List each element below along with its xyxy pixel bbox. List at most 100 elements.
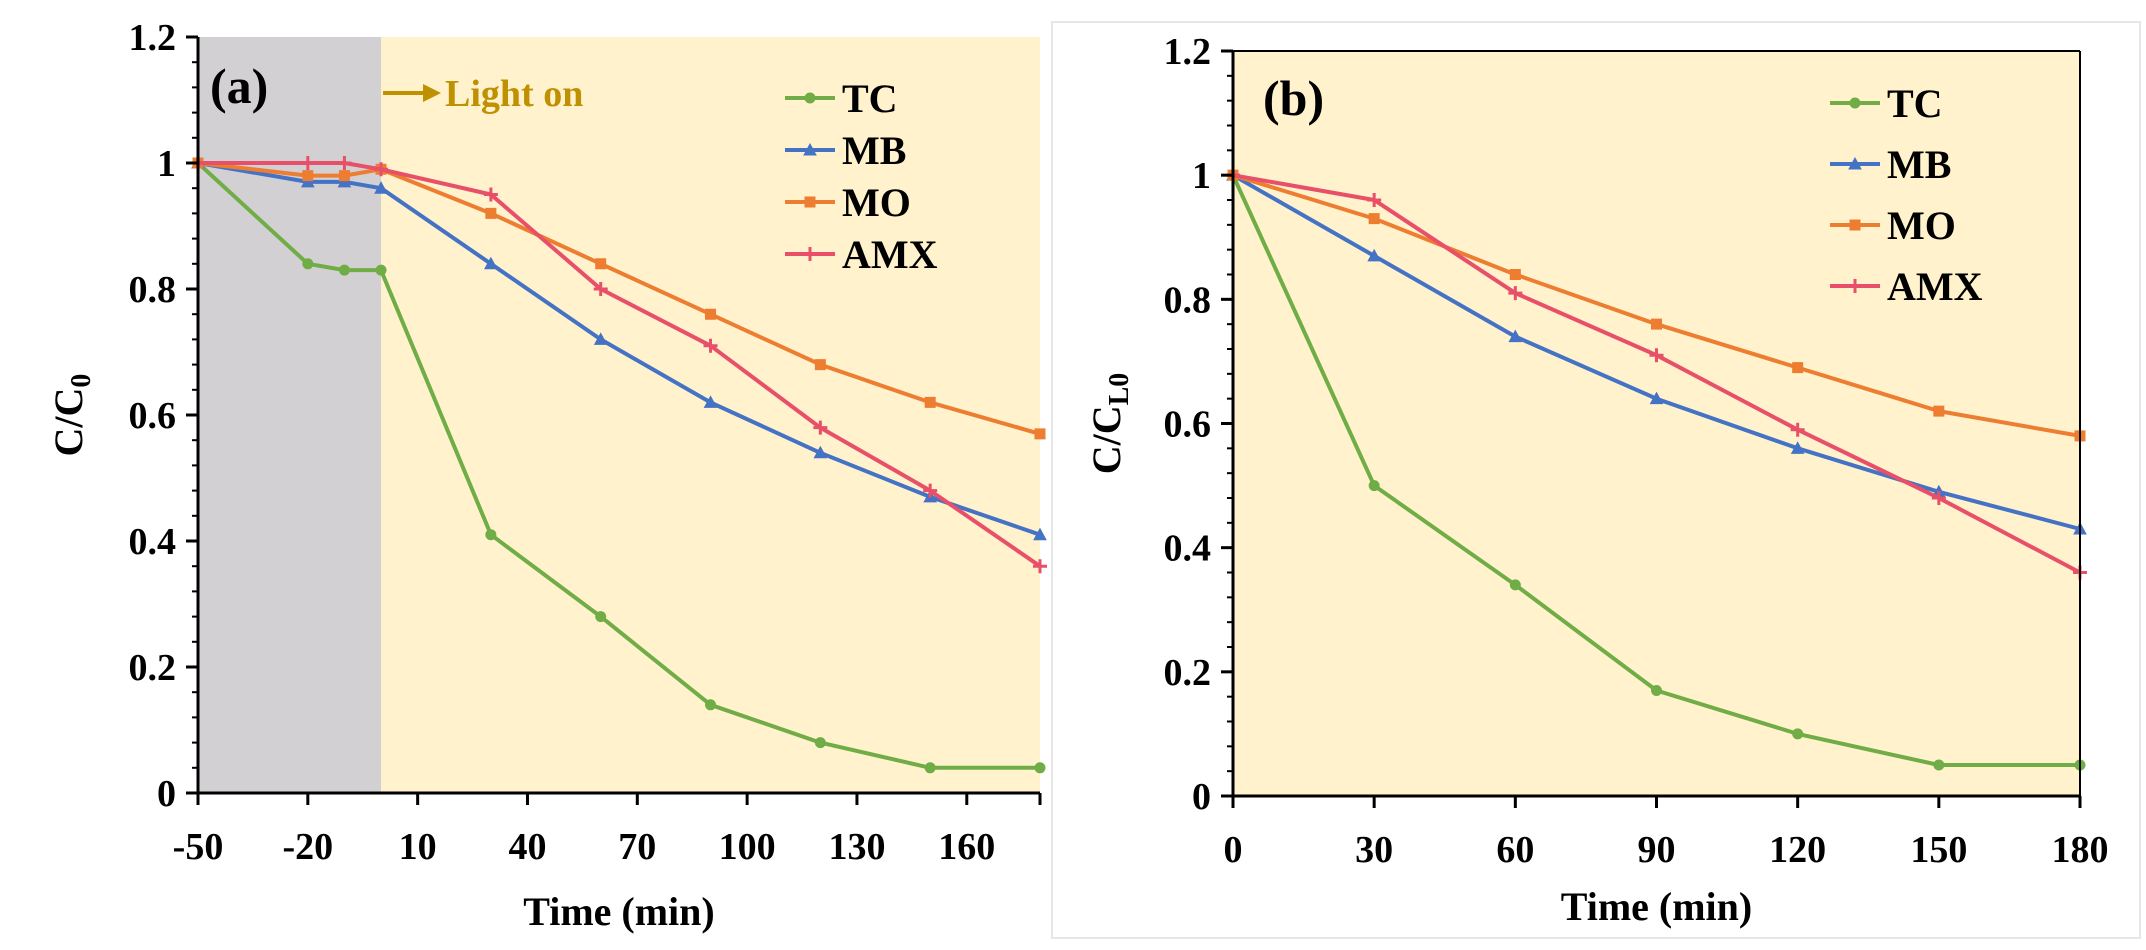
- series-layer-a: [191, 155, 1047, 774]
- x-tick-label: 0: [1224, 829, 1243, 871]
- data-point-mo: [595, 258, 607, 270]
- data-point-mo: [1933, 405, 1945, 417]
- data-point-amx: [1033, 559, 1047, 574]
- x-tick-label: 160: [938, 826, 995, 868]
- series-line-mb: [197, 161, 1041, 537]
- data-point-amx: [1508, 286, 1523, 301]
- legend-b: TC MB MO AMX: [1830, 81, 1983, 309]
- x-tick-label: 120: [1769, 829, 1826, 871]
- data-point-tc: [814, 737, 826, 749]
- x-tick-label: 100: [719, 826, 776, 868]
- data-point-mb: [300, 174, 315, 188]
- y-axis-title-b: C/CL0: [1084, 373, 1135, 475]
- legend-label-mo: MO: [842, 180, 911, 225]
- data-point-amx: [374, 162, 389, 177]
- x-axis-title-b: Time (min): [1561, 884, 1752, 929]
- data-point-mb: [374, 181, 388, 194]
- x-tick-label: 60: [1496, 829, 1534, 871]
- data-point-amx: [593, 282, 608, 296]
- data-point-amx: [337, 156, 352, 170]
- data-point-amx: [923, 483, 938, 498]
- data-point-amx: [813, 420, 828, 435]
- ticks-layer-b: 0 0.2 0.4 0.6 0.8 1 1.2 0 30 60 90 120 150 180: [1164, 31, 2109, 871]
- y-axis-title-a: C/C0: [46, 374, 97, 457]
- y-tick-label: 0.6: [129, 395, 177, 437]
- data-point-mb: [484, 256, 498, 270]
- legend-item-amx: AMX: [1830, 264, 1983, 309]
- legend-marker: [1849, 97, 1861, 109]
- data-point-mo: [1368, 213, 1380, 225]
- legend-marker: [803, 247, 817, 261]
- data-point-mb: [1649, 391, 1664, 405]
- x-tick-label: 180: [2052, 829, 2109, 871]
- x-tick-label: 90: [1638, 829, 1676, 871]
- data-point-mb: [1508, 329, 1523, 343]
- legend-label-amx: AMX: [842, 232, 938, 277]
- light-on-annotation: Light on: [383, 73, 583, 115]
- y-tick-label: 0.6: [1164, 404, 1212, 446]
- legend-item-mb: MB: [785, 128, 906, 173]
- data-point-tc: [338, 264, 350, 276]
- data-point-mb: [703, 395, 718, 408]
- x-tick-label: 10: [399, 826, 437, 868]
- legend-marker: [1848, 156, 1862, 170]
- data-point-tc: [595, 611, 607, 623]
- x-tick-label: 70: [618, 826, 656, 868]
- data-point-mo: [338, 170, 350, 182]
- legend-label-tc: TC: [1887, 81, 1943, 126]
- data-point-mb: [1367, 248, 1382, 262]
- data-point-tc: [1650, 685, 1663, 696]
- x-tick-label: -20: [282, 826, 333, 868]
- x-tick-label: 130: [828, 826, 885, 868]
- y-tick-label: 1.2: [1164, 31, 1212, 73]
- legend-a: TC MB MO AMX: [785, 76, 938, 277]
- data-point-mb: [337, 174, 352, 188]
- series-line-amx: [198, 161, 1042, 568]
- data-point-mo: [1792, 362, 1804, 374]
- data-point-mb: [813, 445, 828, 459]
- legend-marker: [804, 92, 816, 104]
- x-axis-title-a: Time (min): [523, 889, 714, 934]
- legend-item-mo: MO: [785, 180, 911, 225]
- data-point-amx: [300, 156, 315, 170]
- legend-marker: [803, 142, 817, 156]
- plot-background-b: [1233, 51, 2080, 796]
- panel-a: 0 0.2 0.4 0.6 0.8 1 1.2 -50 -20 10 40 70 100 130 160 (…: [46, 17, 1047, 934]
- legend-item-tc: TC: [785, 76, 898, 121]
- data-point-amx: [1790, 422, 1805, 437]
- legend-item-mo: MO: [1830, 203, 1956, 248]
- legend-label-mb: MB: [842, 128, 906, 173]
- y-axis-title-main-a: C/C: [46, 388, 91, 457]
- y-tick-label: 0.4: [1164, 528, 1212, 570]
- data-point-amx: [1367, 193, 1382, 207]
- legend-label-tc: TC: [842, 76, 898, 121]
- y-tick-label: 0.2: [129, 647, 177, 689]
- data-point-mb: [593, 332, 608, 345]
- light-on-label: Light on: [445, 73, 583, 115]
- data-point-amx: [1649, 348, 1664, 363]
- data-point-tc: [924, 762, 936, 774]
- legend-marker: [1848, 279, 1862, 293]
- y-tick-label: 0: [1192, 776, 1211, 818]
- legend-label-mo: MO: [1887, 203, 1956, 248]
- y-tick-label: 0.2: [1164, 652, 1212, 694]
- data-point-mo: [302, 170, 314, 182]
- data-point-mo: [814, 359, 826, 371]
- data-point-tc: [1933, 759, 1945, 771]
- data-point-tc: [1368, 480, 1380, 492]
- data-point-tc: [1792, 728, 1804, 740]
- legend-item-amx: AMX: [785, 232, 938, 277]
- legend-item-mb: MB: [1830, 142, 1951, 187]
- y-tick-label: 0.4: [129, 521, 177, 563]
- data-point-tc: [1509, 579, 1521, 591]
- data-point-amx: [703, 338, 718, 353]
- panel-label-b: (b): [1263, 70, 1324, 126]
- data-point-mo: [1034, 428, 1046, 440]
- legend-marker: [1849, 219, 1861, 231]
- legend-label-amx: AMX: [1887, 264, 1983, 309]
- x-tick-label: 40: [508, 826, 546, 868]
- panel-label-a: (a): [210, 58, 268, 114]
- y-tick-label: 1: [1192, 155, 1211, 197]
